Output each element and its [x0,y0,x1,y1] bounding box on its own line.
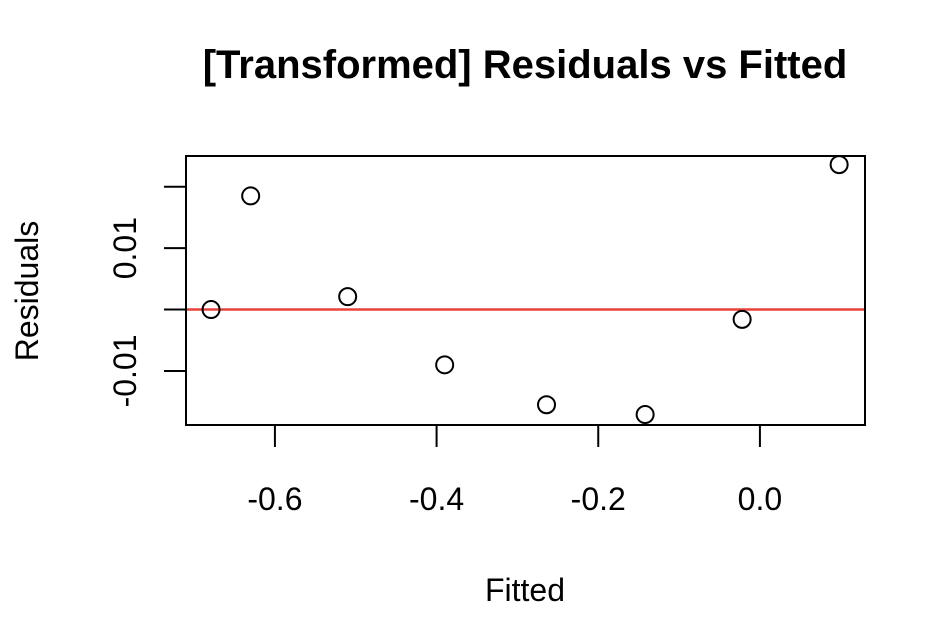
x-tick-label: -0.6 [247,481,302,517]
x-tick-label: -0.2 [571,481,626,517]
data-point [635,405,655,425]
data-point [829,155,849,175]
data-point [732,309,752,329]
x-tick-label: 0.0 [738,481,782,517]
data-point [241,186,261,206]
data-point [435,355,455,375]
data-point [201,300,221,320]
plot-layer: -0.6 -0.4 -0.2 0.0 -0.01 0.01 [107,155,866,517]
data-point [537,395,557,415]
chart-title: [Transformed] Residuals vs Fitted [203,43,848,87]
x-axis-label: Fitted [485,572,565,608]
y-axis-label: Residuals [9,221,45,362]
x-tick-label: -0.4 [409,481,464,517]
y-tick-label: 0.01 [107,217,143,279]
plot-frame [185,155,866,426]
y-tick-label: -0.01 [107,334,143,407]
data-point [338,287,358,307]
